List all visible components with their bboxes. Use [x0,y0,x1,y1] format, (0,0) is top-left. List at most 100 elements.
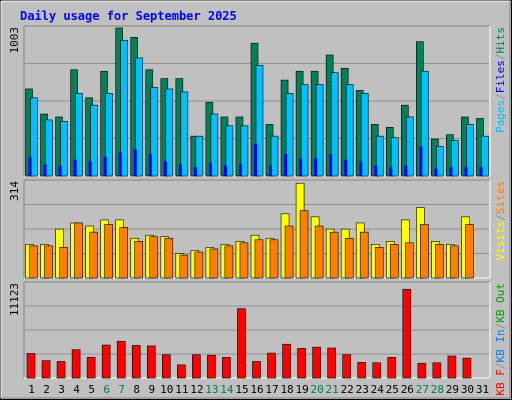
bar-kbytes [402,288,412,379]
bar-sites [179,254,189,279]
bar-files [178,164,182,176]
bar-files [374,165,378,176]
x-tick-label: 6 [103,383,110,396]
bar-kbytes [357,362,367,379]
bar-pages [330,72,339,177]
x-tick-label: 16 [250,383,263,396]
bar-files [359,161,363,176]
x-tick-label: 4 [73,383,80,396]
legend-visits-sites: Visits/Sites [494,181,507,261]
bar-files [133,149,137,176]
bar-kbytes [101,344,111,379]
x-tick-label: 12 [190,383,203,396]
bar-files [58,165,62,176]
bar-kbytes [71,349,81,379]
bar-kbytes [327,347,336,379]
x-tick-label: 7 [118,383,125,396]
bar-kbytes [222,356,231,379]
bar-kbytes [116,340,126,379]
x-tick-label: 10 [160,383,173,396]
legend-entry: KB F [494,369,507,396]
bar-pages [436,146,444,177]
bar-files [329,153,333,176]
panel-visits-sites: 314 Visits/Sites [8,179,507,279]
x-tick-label: 8 [133,383,140,396]
y-max-label: 11123 [8,283,21,316]
x-axis-labels: 1 2 3 4 5 6 7 8 9 10 11 12 13 14 15 16 17 18 19 20 21 22 23 24 2… [28,383,489,396]
bar-pages [270,135,279,177]
bar-kbytes [207,354,216,379]
bar-pages [255,65,264,177]
bar-files [434,168,438,176]
bar-files [389,167,393,176]
x-tick-label: 11 [175,383,188,396]
bar-sites [209,248,219,279]
bar-sites [44,245,53,279]
x-tick-label: 20 [311,383,324,396]
legend-entry: / [494,54,507,61]
bar-kbytes [56,361,66,379]
bar-files [163,161,167,176]
bar-sites [450,245,459,279]
bar-files [344,159,348,176]
x-tick-label: 2 [43,383,50,396]
bar-kbytes [237,308,246,379]
graph-title: Daily usage for September 2025 [20,9,237,23]
legend-hits-files-pages: Pages/Files/Hits [494,27,507,133]
bar-kbytes [131,345,141,379]
bar-files [449,167,453,176]
bar-sites [149,236,159,279]
bar-sites [29,245,38,279]
y-max-label: 314 [8,181,21,201]
x-tick-label: 18 [280,383,293,396]
bar-kbytes [372,362,382,379]
bar-sites [194,251,204,279]
bar-files [419,146,423,176]
bar-sites [435,244,444,279]
bar-pages [345,84,354,177]
bar-sites [119,227,128,279]
x-tick-label: 9 [148,383,155,396]
bar-kbytes [41,360,51,379]
bar-sites [329,231,339,279]
bar-files [73,159,77,176]
bar-sites [269,239,279,279]
x-tick-label: 19 [295,383,308,396]
bar-sites [389,244,399,279]
bar-files [28,156,32,176]
bar-sites [239,242,249,279]
bar-sites [134,241,144,279]
bar-files [314,158,318,176]
x-tick-label: 29 [446,383,459,396]
x-tick-label: 13 [205,383,218,396]
bar-kbytes [161,354,171,379]
x-tick-label: 15 [235,383,248,396]
legend-entry: / [494,93,507,100]
bar-sites [254,239,264,279]
legend-entry: Files [494,60,507,93]
bar-kbytes [462,357,472,379]
bar-pages [315,84,324,177]
legend-entry: KB In [494,329,507,362]
bar-files [148,153,152,176]
bar-pages [421,70,429,177]
bar-sites [405,242,414,279]
legend-entry: / [494,323,507,330]
bar-pages [180,91,189,177]
bar-pages [390,137,399,177]
bar-sites [420,224,429,279]
x-tick-label: 27 [416,383,429,396]
bar-pages [45,119,53,177]
bar-files [43,164,47,176]
bar-pages [481,135,489,177]
bar-pages [60,121,68,177]
x-tick-label: 28 [431,383,444,396]
x-tick-label: 22 [341,383,354,396]
bar-pages [210,113,219,177]
bar-sites [359,231,369,279]
bar-kbytes [312,346,321,379]
